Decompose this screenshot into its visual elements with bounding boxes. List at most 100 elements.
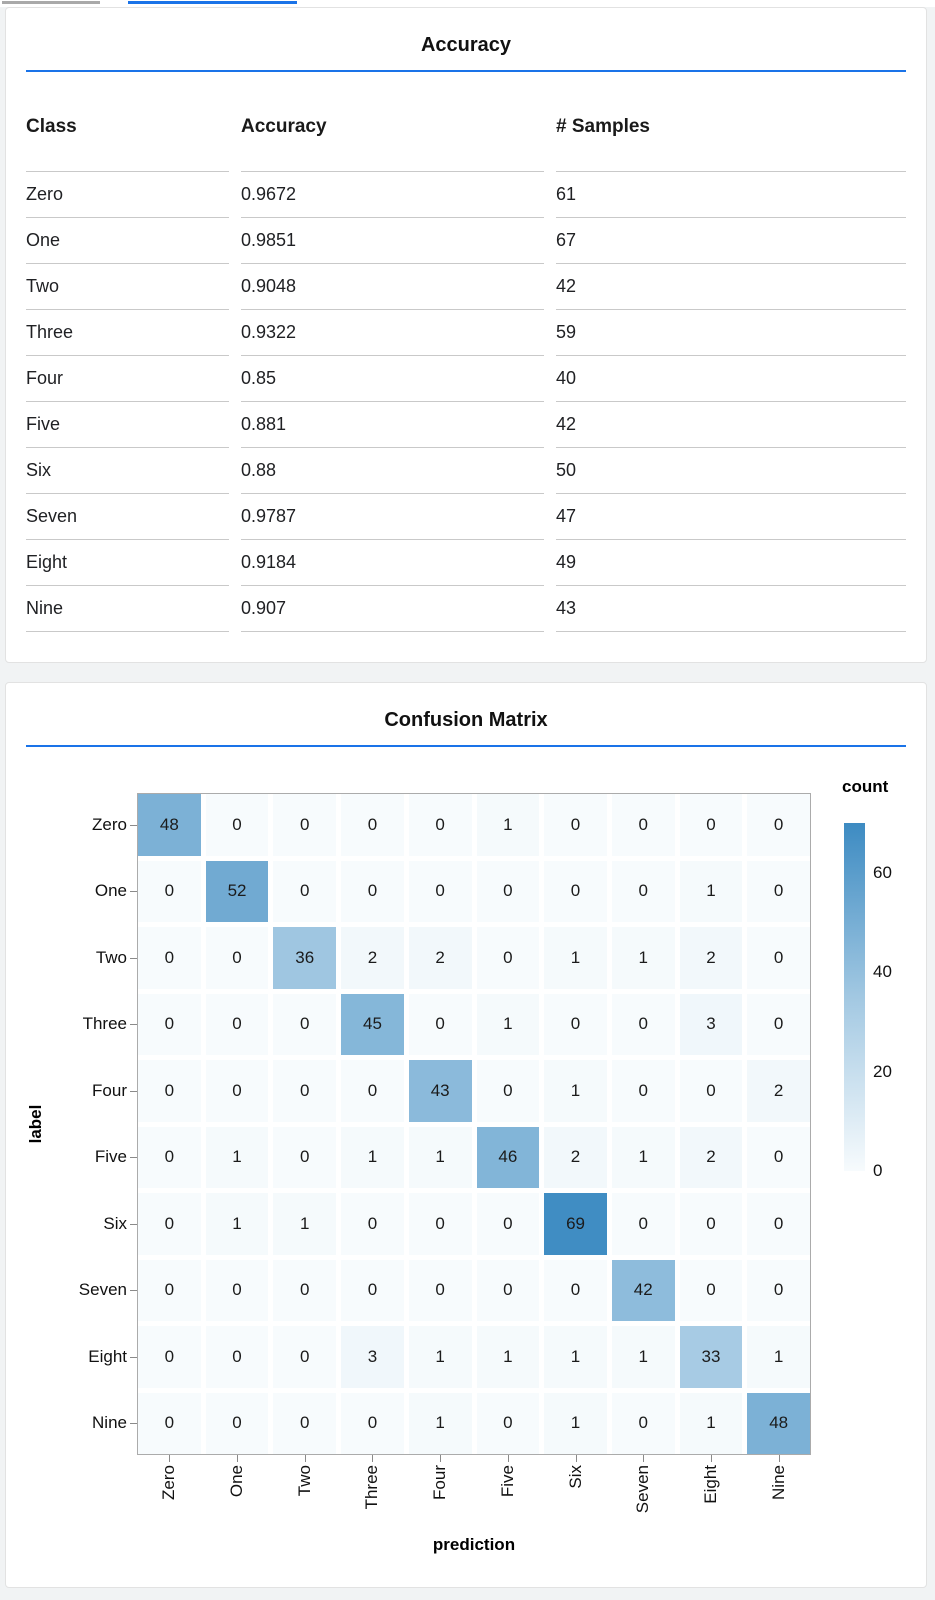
heatmap-cell: 0 [611, 1060, 675, 1122]
heatmap-cell: 0 [273, 993, 337, 1055]
accuracy-title-underline [26, 70, 906, 72]
heatmap-cell: 0 [138, 1392, 201, 1454]
heatmap-cell: 0 [747, 860, 810, 922]
confusion-matrix-chart: label 48 0 0 0 0 1 0 0 0 0 0 52 0 0 0 0 0 0 1 0 0 0 36 2 2 0 1 1 2 0 0… [6, 683, 926, 1587]
y-tick-mark [130, 1357, 137, 1358]
heatmap-cell: 0 [476, 1060, 540, 1122]
x-axis-title: prediction [432, 1535, 516, 1554]
heatmap-cell: 1 [544, 1060, 607, 1122]
heatmap-cell: 33 [679, 1326, 743, 1388]
table-cell: 0.881 [241, 401, 544, 447]
table-cell: 0.907 [241, 585, 544, 632]
x-tick-label: Four [430, 1465, 450, 1500]
heatmap-cell: 1 [205, 1193, 269, 1255]
heatmap-cell: 0 [408, 794, 472, 856]
heatmap-cell: 0 [476, 1259, 540, 1321]
inactive-tab-indicator[interactable] [2, 1, 100, 4]
heatmap-cell: 0 [544, 993, 607, 1055]
table-cell: Four [26, 355, 229, 401]
table-cell: 0.9048 [241, 263, 544, 309]
table-cell: Eight [26, 539, 229, 585]
y-tick-mark [130, 1024, 137, 1025]
table-cell: 50 [556, 447, 906, 493]
table-cell: Three [26, 309, 229, 355]
table-cell: 0.9184 [241, 539, 544, 585]
heatmap-cell: 48 [747, 1392, 810, 1454]
heatmap-cell: 2 [679, 927, 743, 989]
heatmap-cell: 1 [476, 1326, 540, 1388]
y-tick-mark [130, 825, 137, 826]
x-tick-label: Nine [768, 1465, 788, 1500]
heatmap-cell: 1 [408, 1392, 472, 1454]
heatmap-cell: 0 [341, 1392, 404, 1454]
y-tick-label: Zero [92, 814, 127, 834]
heatmap-cell: 0 [273, 1326, 337, 1388]
heatmap-cell: 1 [611, 1326, 675, 1388]
accuracy-panel-title: Accuracy [420, 34, 512, 56]
heatmap-cell: 2 [408, 927, 472, 989]
table-cell: 0.9787 [241, 493, 544, 539]
heatmap-cell: 0 [138, 860, 201, 922]
heatmap-cell: 0 [476, 1193, 540, 1255]
heatmap-cell: 0 [205, 993, 269, 1055]
x-tick-mark [372, 1455, 373, 1462]
heatmap-cell: 1 [544, 1326, 607, 1388]
table-cell: 0.9851 [241, 217, 544, 263]
table-cell: 49 [556, 539, 906, 585]
heatmap-cell: 43 [408, 1060, 472, 1122]
heatmap-cell: 0 [679, 1259, 743, 1321]
y-tick-mark [130, 1423, 137, 1424]
table-cell: Two [26, 263, 229, 309]
table-cell: 67 [556, 217, 906, 263]
legend-tick-label: 60 [873, 863, 892, 882]
x-tick-label: One [227, 1465, 247, 1498]
x-tick-mark [779, 1455, 780, 1462]
heatmap-cell: 0 [205, 794, 269, 856]
heatmap-cell: 45 [341, 993, 404, 1055]
column-header: # Samples [556, 116, 650, 137]
table-cell: 0.88 [241, 447, 544, 493]
confusion-title-underline [26, 745, 906, 747]
heatmap-cell: 2 [747, 1060, 810, 1122]
y-tick-label: Five [94, 1147, 127, 1167]
heatmap-cell: 0 [408, 1259, 472, 1321]
heatmap-cell: 0 [611, 1193, 675, 1255]
heatmap-cell: 1 [544, 1392, 607, 1454]
table-cell: 40 [556, 355, 906, 401]
heatmap-cell: 1 [476, 993, 540, 1055]
heatmap-cell: 0 [273, 860, 337, 922]
heatmap-cell: 3 [679, 993, 743, 1055]
table-cell: 43 [556, 585, 906, 632]
heatmap-cell: 1 [747, 1326, 810, 1388]
heatmap-cell: 36 [273, 927, 337, 989]
column-header: Class [26, 116, 77, 137]
heatmap-cell: 1 [408, 1126, 472, 1188]
heatmap-cell: 1 [611, 1126, 675, 1188]
heatmap-cell: 0 [476, 1392, 540, 1454]
heatmap-cell: 0 [138, 1259, 201, 1321]
heatmap-cell: 0 [611, 794, 675, 856]
heatmap-cell: 0 [408, 860, 472, 922]
column-header: Accuracy [241, 116, 327, 137]
heatmap-cell: 0 [273, 1060, 337, 1122]
heatmap-cell: 1 [611, 927, 675, 989]
active-tab-indicator[interactable] [128, 1, 297, 4]
heatmap-cell: 0 [273, 1392, 337, 1454]
heatmap-cell: 1 [408, 1326, 472, 1388]
heatmap-cell: 0 [341, 1259, 404, 1321]
x-tick-mark [508, 1455, 509, 1462]
y-tick-mark [130, 1091, 137, 1092]
heatmap-cell: 0 [408, 993, 472, 1055]
y-tick-mark [130, 1157, 137, 1158]
accuracy-panel: Accuracy Class Accuracy # Samples Zero 0.967… [5, 7, 927, 663]
y-tick-label: Six [103, 1213, 127, 1233]
table-cell: 0.85 [241, 355, 544, 401]
heatmap-cell: 2 [544, 1126, 607, 1188]
y-tick-label: One [94, 881, 127, 901]
table-cell: Six [26, 447, 229, 493]
table-cell: 59 [556, 309, 906, 355]
heatmap-grid: 48 0 0 0 0 1 0 0 0 0 0 52 0 0 0 0 0 0 1 0 0 0 36 2 2 0 1 1 2 0 0 0 0 45 0 1… [137, 793, 811, 1455]
x-tick-mark [711, 1455, 712, 1462]
x-tick-label: Eight [700, 1465, 720, 1504]
table-cell: Five [26, 401, 229, 447]
